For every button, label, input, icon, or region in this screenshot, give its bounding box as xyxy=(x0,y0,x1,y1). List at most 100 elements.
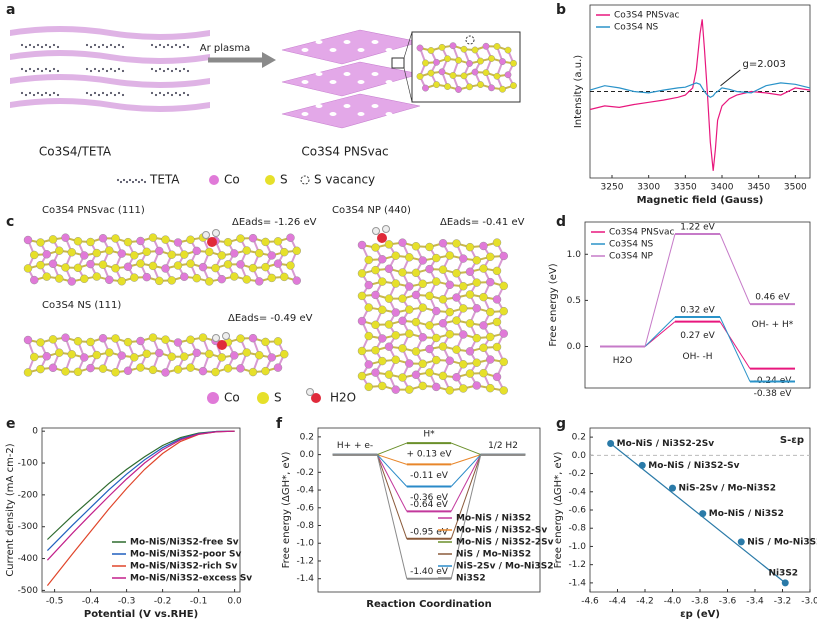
atom xyxy=(477,57,484,65)
atom xyxy=(267,353,276,362)
atom xyxy=(438,371,448,381)
atom xyxy=(73,263,83,273)
legend-label: Ni3S2 xyxy=(456,574,486,584)
atom xyxy=(198,262,208,272)
legend-label: Mo-NiS/Ni3S2-excess Sv xyxy=(130,574,252,584)
atom xyxy=(416,73,424,80)
x-tick-label: 3400 xyxy=(711,183,734,193)
atom xyxy=(493,72,501,80)
atom xyxy=(405,305,414,314)
molecule-atom xyxy=(24,69,28,73)
atom xyxy=(217,251,226,260)
x-tick-label: -0.1 xyxy=(190,597,208,607)
atom xyxy=(61,263,70,272)
legend-label: Co3S4 PNSvac xyxy=(609,228,675,238)
oxygen xyxy=(217,340,227,350)
molecule-atom xyxy=(178,69,182,73)
atom xyxy=(92,248,101,258)
atom xyxy=(466,83,473,91)
atom xyxy=(449,72,457,79)
atom xyxy=(460,45,468,53)
atom xyxy=(217,274,226,284)
atom xyxy=(73,367,83,377)
atom xyxy=(261,366,270,376)
atom xyxy=(30,352,39,362)
atom xyxy=(411,347,421,356)
atom xyxy=(111,334,120,343)
molecule-atom xyxy=(24,93,28,97)
hydrogen xyxy=(372,227,380,235)
atom xyxy=(98,364,108,373)
legend-label: Co xyxy=(224,391,240,405)
x-tick-label: -4.4 xyxy=(609,597,627,607)
hydrogen xyxy=(212,229,220,237)
molecule-atom xyxy=(174,67,178,71)
molecule-atom xyxy=(20,67,24,71)
precursor-label: Co3S4/TETA xyxy=(39,145,112,159)
atom xyxy=(465,319,475,328)
molecule-atom xyxy=(122,178,126,182)
process-label: Ar plasma xyxy=(200,43,250,54)
atom xyxy=(261,237,270,247)
molecule-atom xyxy=(121,69,125,73)
atom xyxy=(466,60,473,67)
legend-label: NiS-2Sv / Mo-Ni3S2 xyxy=(456,562,554,572)
molecule-atom xyxy=(56,45,60,49)
atom xyxy=(459,360,468,369)
atom xyxy=(167,276,176,285)
atom xyxy=(418,279,427,289)
atom xyxy=(510,59,517,67)
atom xyxy=(36,260,45,270)
adsorption-energy: ΔEads= -0.49 eV xyxy=(228,313,313,324)
atom xyxy=(192,273,201,283)
pore xyxy=(343,72,351,76)
series-line xyxy=(46,430,235,561)
atom xyxy=(248,367,258,377)
atom xyxy=(357,371,367,381)
molecule-atom xyxy=(101,67,105,71)
arrow-head xyxy=(262,52,276,68)
molecule-atom xyxy=(113,69,117,73)
atom xyxy=(452,293,461,302)
y-tick-label: -0.2 xyxy=(296,468,314,478)
molecule-atom xyxy=(44,67,48,71)
molecule-atom xyxy=(28,67,32,71)
value-label: -1.40 eV xyxy=(410,567,449,577)
molecule-atom xyxy=(128,178,132,182)
atom xyxy=(242,348,251,357)
atom xyxy=(438,295,448,304)
atom xyxy=(273,259,283,268)
atom xyxy=(479,368,488,378)
panel-label: d xyxy=(556,214,566,230)
atom xyxy=(499,386,508,395)
molecule-atom xyxy=(52,67,56,71)
molecule-atom xyxy=(109,91,113,95)
zoom-line xyxy=(403,31,413,59)
atom xyxy=(504,46,512,54)
molecule-atom xyxy=(121,93,125,97)
atom xyxy=(378,277,387,286)
atom xyxy=(452,316,461,325)
atom xyxy=(391,251,400,260)
y-axis-title: Current density (mA cm-2) xyxy=(5,443,16,576)
atom xyxy=(499,58,506,65)
atom xyxy=(425,321,434,330)
atom xyxy=(236,334,245,343)
atom-key xyxy=(257,392,269,404)
x-tick-label: 3500 xyxy=(784,183,807,193)
atom xyxy=(136,236,145,246)
molecule-atom xyxy=(36,67,40,71)
molecule-atom xyxy=(101,43,105,47)
x-tick-label: -3.0 xyxy=(801,597,817,607)
atom xyxy=(186,335,195,344)
molecule-atom xyxy=(134,178,138,182)
legend-label: Mo-NiS / Ni3S2-2Sv xyxy=(456,538,554,548)
y-tick-label: -0.2 xyxy=(568,469,586,479)
atom xyxy=(455,86,462,93)
atom xyxy=(117,277,126,286)
molecule-atom xyxy=(113,45,117,49)
atom xyxy=(499,306,508,316)
atom xyxy=(23,264,33,273)
molecule-atom xyxy=(178,45,182,49)
atom xyxy=(486,277,495,287)
